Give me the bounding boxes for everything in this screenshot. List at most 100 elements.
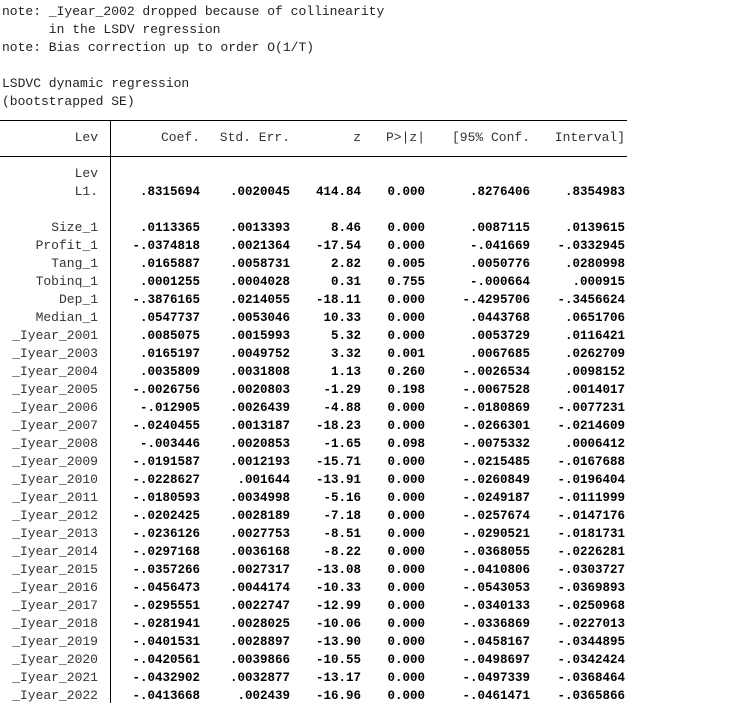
row-label: _Iyear_2008 <box>12 436 98 451</box>
row-value: 2.82 <box>330 257 361 271</box>
row-value: .0015993 <box>229 329 290 343</box>
row-value: .0280998 <box>564 257 625 271</box>
row-value: -.0497339 <box>462 671 530 685</box>
row-value: 0.000 <box>387 311 425 325</box>
row-value: -.0260849 <box>462 473 530 487</box>
row-label: Profit_1 <box>35 238 98 253</box>
row-label: _Iyear_2006 <box>12 400 98 415</box>
table-row: _Iyear_2021 -.0432902 .0032877 -13.17 0.000 -… <box>0 669 630 687</box>
row-value: 10.33 <box>323 311 361 325</box>
row-value: .0020045 <box>229 185 290 199</box>
row-value: -8.22 <box>323 545 361 559</box>
row-value: .0027317 <box>229 563 290 577</box>
row-value: -17.54 <box>315 239 361 253</box>
row-value: .0026439 <box>229 401 290 415</box>
row-value: .0022747 <box>229 599 290 613</box>
row-value: -.0401531 <box>132 635 200 649</box>
header-coef: Coef. <box>160 130 200 145</box>
row-value: .0050776 <box>469 257 530 271</box>
row-value: 0.000 <box>387 221 425 235</box>
table-row: _Iyear_2016 -.0456473 .0044174 -10.33 0.000 -… <box>0 579 630 597</box>
row-label: Dep_1 <box>58 292 98 307</box>
row-value: -16.96 <box>315 689 361 703</box>
row-value: 414.84 <box>315 185 361 199</box>
row-label: _Iyear_2007 <box>12 418 98 433</box>
row-value: .000915 <box>572 275 625 289</box>
row-value: -.0456473 <box>132 581 200 595</box>
row-value: -.0236126 <box>132 527 200 541</box>
row-value: 0.198 <box>387 383 425 397</box>
row-value: .0044174 <box>229 581 290 595</box>
table-row: Tobinq_1 .0001255 .0004028 0.31 0.755 -.00066… <box>0 273 630 291</box>
row-value: -.0420561 <box>132 653 200 667</box>
row-value: .8315694 <box>139 185 200 199</box>
row-value: .0004028 <box>229 275 290 289</box>
row-value: -.3876165 <box>132 293 200 307</box>
row-value: -.0196404 <box>557 473 625 487</box>
row-value: -12.99 <box>315 599 361 613</box>
row-label: _Iyear_2005 <box>12 382 98 397</box>
row-value: .0032877 <box>229 671 290 685</box>
row-value: -.0303727 <box>557 563 625 577</box>
table-row: _Iyear_2017 -.0295551 .0022747 -12.99 0.000 -… <box>0 597 630 615</box>
row-value: -.0413668 <box>132 689 200 703</box>
row-value: .0262709 <box>564 347 625 361</box>
row-value: -.0290521 <box>462 527 530 541</box>
group-label: Lev <box>74 166 98 181</box>
row-value: -.0111999 <box>557 491 625 505</box>
row-value: 0.000 <box>387 599 425 613</box>
row-value: -.0026534 <box>462 365 530 379</box>
output-subtitle: (bootstrapped SE) <box>2 94 135 109</box>
row-value: -.000664 <box>469 275 530 289</box>
row-value: .0116421 <box>564 329 625 343</box>
row-value: 0.000 <box>387 509 425 523</box>
header-ci-high: Interval] <box>554 130 625 145</box>
row-value: -.4295706 <box>462 293 530 307</box>
row-value: 0.000 <box>387 491 425 505</box>
row-value: .0020803 <box>229 383 290 397</box>
row-value: .0035809 <box>139 365 200 379</box>
row-value: -.0458167 <box>462 635 530 649</box>
row-value: -.0215485 <box>462 455 530 469</box>
row-value: -.0344895 <box>557 635 625 649</box>
note-line: in the LSDV regression <box>2 22 221 37</box>
row-value: .0547737 <box>139 311 200 325</box>
row-value: .0053046 <box>229 311 290 325</box>
output-title: LSDVC dynamic regression <box>2 76 190 91</box>
row-value: -.0026756 <box>132 383 200 397</box>
header-stderr: Std. Err. <box>219 130 290 145</box>
row-value: -.0226281 <box>557 545 625 559</box>
row-value: -.0249187 <box>462 491 530 505</box>
row-value: -.0180869 <box>462 401 530 415</box>
header-z: z <box>353 130 361 145</box>
table-header: Lev Coef. Std. Err. z P>|z| [95% Conf. I… <box>0 129 630 147</box>
row-label: _Iyear_2016 <box>12 580 98 595</box>
table-row: _Iyear_2004 .0035809 .0031808 1.13 0.260 -.00… <box>0 363 630 381</box>
row-label: Size_1 <box>51 220 98 235</box>
row-value: -.0240455 <box>132 419 200 433</box>
row-value: 0.000 <box>387 689 425 703</box>
row-label: Median_1 <box>35 310 98 325</box>
row-value: 0.000 <box>387 671 425 685</box>
row-label: _Iyear_2009 <box>12 454 98 469</box>
row-value: -.0295551 <box>132 599 200 613</box>
row-value: -10.55 <box>315 653 361 667</box>
row-value: .0021364 <box>229 239 290 253</box>
row-label: _Iyear_2017 <box>12 598 98 613</box>
row-value: -.0543053 <box>462 581 530 595</box>
row-label: _Iyear_2013 <box>12 526 98 541</box>
row-label: _Iyear_2022 <box>12 688 98 703</box>
row-value: -.0432902 <box>132 671 200 685</box>
row-value: -1.65 <box>323 437 361 451</box>
row-label: Tang_1 <box>51 256 98 271</box>
table-row: _Iyear_2010 -.0228627 .001644 -13.91 0.000 -.… <box>0 471 630 489</box>
row-label: _Iyear_2003 <box>12 346 98 361</box>
row-value: 0.000 <box>387 653 425 667</box>
row-value: -.0368055 <box>462 545 530 559</box>
row-value: -.041669 <box>469 239 530 253</box>
row-value: .0049752 <box>229 347 290 361</box>
row-label: _Iyear_2020 <box>12 652 98 667</box>
table-row: _Iyear_2019 -.0401531 .0028897 -13.90 0.000 -… <box>0 633 630 651</box>
row-value: .0014017 <box>564 383 625 397</box>
row-value: -.0075332 <box>462 437 530 451</box>
